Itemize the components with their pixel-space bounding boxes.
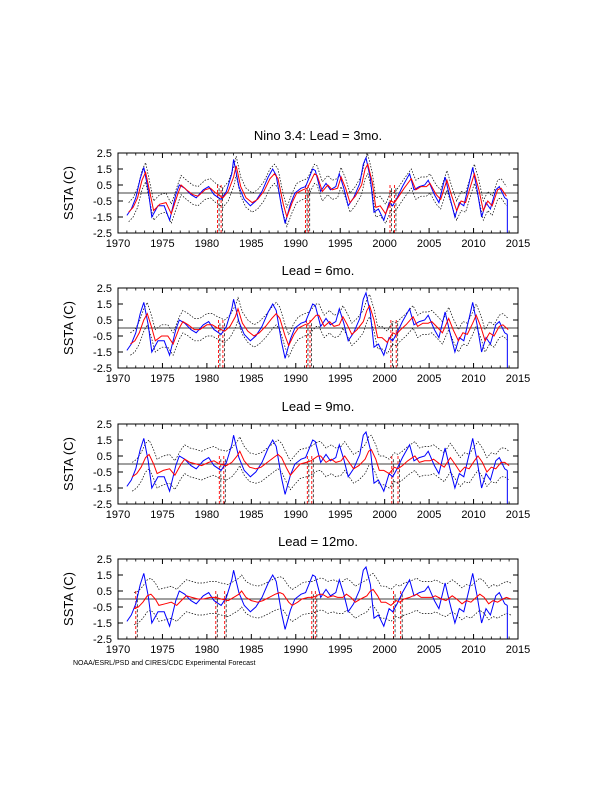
y-tick-label: 0.5 xyxy=(97,180,112,192)
x-tick-label: 1985 xyxy=(239,644,263,656)
x-tick-label: 1975 xyxy=(150,373,174,385)
x-tick-label: 2015 xyxy=(506,644,530,656)
lower-bound-line xyxy=(128,172,507,228)
x-tick-label: 1985 xyxy=(239,373,263,385)
x-tick-label: 1990 xyxy=(284,373,308,385)
y-axis-label: SSTA (C) xyxy=(61,166,76,220)
y-tick-label: 1.5 xyxy=(97,164,112,176)
x-tick-label: 2005 xyxy=(417,644,441,656)
x-tick-label: 2015 xyxy=(506,509,530,521)
x-tick-label: 1970 xyxy=(106,644,130,656)
x-tick-label: 1980 xyxy=(195,373,219,385)
y-tick-label: 2.5 xyxy=(97,283,112,295)
y-tick-label: -0.5 xyxy=(93,196,112,208)
x-tick-label: 1975 xyxy=(150,238,174,250)
chart-title: Lead = 12mo. xyxy=(278,534,358,549)
credit-text: NOAA/ESRL/PSD and CIRES/CDC Experimental… xyxy=(73,660,256,667)
x-tick-label: 2010 xyxy=(461,373,485,385)
x-tick-label: 1990 xyxy=(284,509,308,521)
x-tick-label: 2005 xyxy=(417,238,441,250)
x-tick-label: 1995 xyxy=(328,373,352,385)
y-tick-label: -2.5 xyxy=(93,228,112,240)
upper-bound-line xyxy=(128,153,507,209)
x-tick-label: 2010 xyxy=(461,644,485,656)
observed-line xyxy=(126,156,508,224)
x-tick-label: 1995 xyxy=(328,509,352,521)
y-tick-label: -1.5 xyxy=(93,212,112,224)
observed-line xyxy=(126,565,508,630)
plot-frame xyxy=(117,423,519,505)
y-tick-label: 0.5 xyxy=(97,315,112,327)
x-tick-label: 2015 xyxy=(506,373,530,385)
forecast-line xyxy=(131,448,510,478)
x-tick-label: 2000 xyxy=(372,644,396,656)
y-tick-label: -2.5 xyxy=(93,499,112,511)
plot-frame xyxy=(117,558,519,640)
x-tick-label: 1990 xyxy=(284,238,308,250)
chart-title: Nino 3.4: Lead = 3mo. xyxy=(254,128,382,143)
x-tick-label: 2005 xyxy=(417,373,441,385)
upper-bound-line xyxy=(131,434,510,463)
y-tick-label: -2.5 xyxy=(93,363,112,375)
plot-frame xyxy=(117,287,519,369)
y-tick-label: 2.5 xyxy=(97,554,112,566)
x-tick-label: 1970 xyxy=(106,373,130,385)
x-tick-label: 1970 xyxy=(106,238,130,250)
y-tick-label: 2.5 xyxy=(97,419,112,431)
x-tick-label: 1985 xyxy=(239,509,263,521)
y-tick-label: 2.5 xyxy=(97,148,112,160)
chart-panel-2: Lead = 6mo. SSTA (C) 1970 1975 1980 1985 1990 1… xyxy=(61,263,530,385)
chart-panel-3: Lead = 9mo. SSTA (C) 1970 1975 1980 1985 1990 1… xyxy=(61,399,530,521)
y-tick-label: 1.5 xyxy=(97,570,112,582)
y-tick-label: -1.5 xyxy=(93,483,112,495)
x-tick-label: 1995 xyxy=(328,238,352,250)
x-tick-label: 2015 xyxy=(506,238,530,250)
y-axis-label: SSTA (C) xyxy=(61,437,76,491)
x-tick-label: 2010 xyxy=(461,238,485,250)
x-tick-label: 1975 xyxy=(150,644,174,656)
lower-bound-line xyxy=(133,604,512,625)
x-tick-label: 2000 xyxy=(372,238,396,250)
y-tick-label: 0.5 xyxy=(97,586,112,598)
x-tick-label: 1970 xyxy=(106,509,130,521)
y-tick-label: -0.5 xyxy=(93,602,112,614)
y-tick-label: 1.5 xyxy=(97,299,112,311)
chart-panel-1: Nino 3.4: Lead = 3mo. SSTA (C) 1970 1975 198… xyxy=(61,128,530,250)
y-tick-label: 0.5 xyxy=(97,451,112,463)
y-tick-label: -2.5 xyxy=(93,634,112,646)
y-tick-label: -0.5 xyxy=(93,467,112,479)
chart-title: Lead = 9mo. xyxy=(282,399,355,414)
x-tick-label: 1990 xyxy=(284,644,308,656)
x-tick-label: 2000 xyxy=(372,509,396,521)
x-tick-label: 2000 xyxy=(372,373,396,385)
upper-bound-line xyxy=(133,572,512,593)
y-tick-label: -1.5 xyxy=(93,347,112,359)
forecast-line xyxy=(128,162,507,219)
forecast-line xyxy=(133,588,512,610)
observed-line xyxy=(126,430,508,495)
observed-line xyxy=(126,291,508,359)
forecast-line xyxy=(130,304,509,347)
x-tick-label: 1995 xyxy=(328,644,352,656)
x-tick-label: 1975 xyxy=(150,509,174,521)
x-tick-label: 1980 xyxy=(195,509,219,521)
y-tick-label: 1.5 xyxy=(97,435,112,447)
x-tick-label: 1985 xyxy=(239,238,263,250)
chart-panel-4: Lead = 12mo. SSTA (C) 1970 1975 1980 1985 1990… xyxy=(61,534,530,656)
x-tick-label: 2010 xyxy=(461,509,485,521)
x-tick-label: 1980 xyxy=(195,644,219,656)
y-axis-label: SSTA (C) xyxy=(61,301,76,355)
y-axis-label: SSTA (C) xyxy=(61,572,76,626)
upper-bound-line xyxy=(130,293,509,336)
chart-title: Lead = 6mo. xyxy=(282,263,355,278)
y-tick-label: -0.5 xyxy=(93,331,112,343)
x-tick-label: 2005 xyxy=(417,509,441,521)
x-tick-label: 1980 xyxy=(195,238,219,250)
plot-frame xyxy=(117,152,519,234)
lower-bound-line xyxy=(131,463,510,492)
y-tick-label: -1.5 xyxy=(93,618,112,630)
